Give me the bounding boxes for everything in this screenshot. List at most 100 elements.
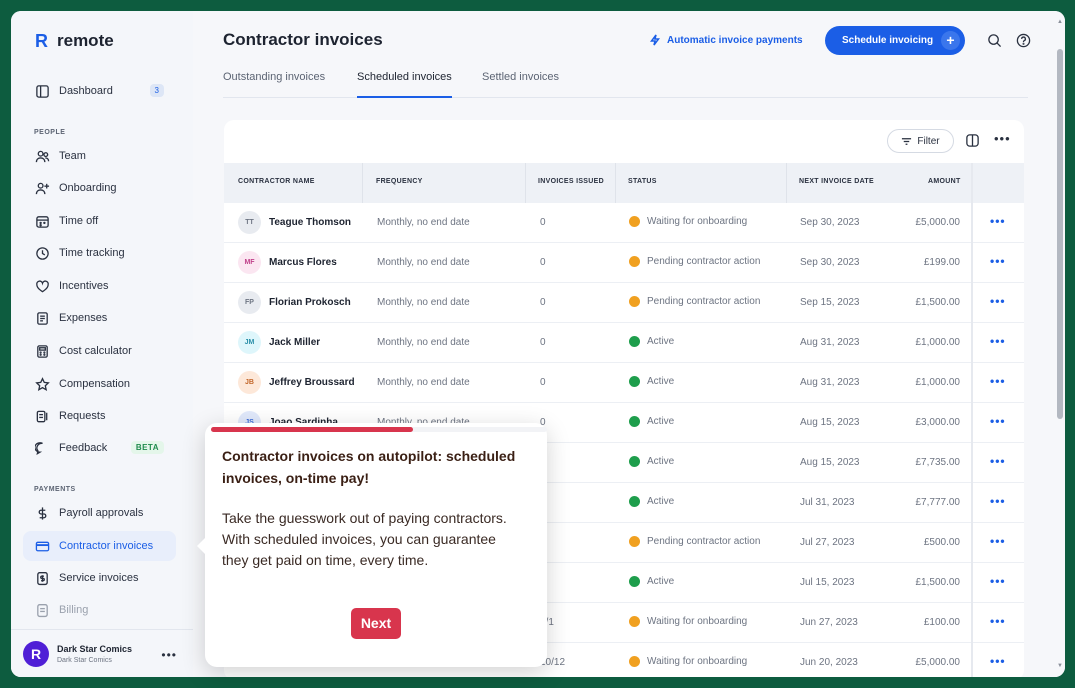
sidebar-item-time-off[interactable]: Time off [23,206,176,236]
column-header[interactable]: FREQUENCY [376,178,423,185]
row-actions-icon[interactable]: ••• [990,574,1006,588]
table-row[interactable]: MF Marcus Flores Monthly, no end date 0 Pend… [224,243,1024,283]
row-actions-icon[interactable]: ••• [990,414,1006,428]
contractor-name[interactable]: Marcus Flores [269,257,337,268]
row-actions-icon[interactable]: ••• [990,214,1006,228]
scroll-down-icon[interactable]: ▼ [1057,663,1063,669]
search-icon[interactable] [987,33,1002,48]
sidebar-item-compensation[interactable]: Compensation [23,369,176,399]
row-actions-icon[interactable]: ••• [990,254,1006,268]
contractor-name[interactable]: Jack Miller [269,337,321,348]
sidebar-item-payroll-approvals[interactable]: Payroll approvals [23,498,176,528]
next-invoice-date-cell: Aug 31, 2023 [800,377,860,388]
status-badge: Pending contractor action [629,296,760,307]
tab-scheduled-invoices[interactable]: Scheduled invoices [357,71,452,98]
avatar: JM [238,331,261,354]
column-header[interactable]: CONTRACTOR NAME [238,178,315,185]
contractor-name[interactable]: Jeffrey Broussard [269,377,355,388]
column-header[interactable]: AMOUNT [928,178,961,185]
status-dot-icon [629,296,640,307]
column-header[interactable]: STATUS [628,178,657,185]
sidebar-item-label: Time off [59,215,99,227]
amount-cell: £1,500.00 [915,577,961,588]
column-header[interactable]: NEXT INVOICE DATE [799,178,874,185]
next-invoice-date-cell: Jul 31, 2023 [800,497,855,508]
amount-cell: £7,777.00 [915,497,961,508]
popover-body: Take the guesswork out of paying contrac… [222,510,507,568]
scrollbar-thumb[interactable] [1057,49,1063,419]
row-actions-icon[interactable]: ••• [990,334,1006,348]
logo[interactable]: R remote [35,31,114,51]
next-button[interactable]: Next [351,608,401,639]
status-badge: Active [629,416,674,427]
row-actions-icon[interactable]: ••• [990,294,1006,308]
status-badge: Active [629,496,674,507]
sidebar: R remote Dashboard 3 PEOPLE Team Onboard… [11,11,193,677]
sidebar-item-dashboard[interactable]: Dashboard 3 [23,76,176,106]
table-row[interactable]: TT Teague Thomson Monthly, no end date 0 Wai… [224,203,1024,243]
star-icon [34,376,50,392]
invoices-issued-cell: 0 [540,377,546,388]
scrollbar[interactable]: ▲ ▼ [1057,19,1063,669]
sidebar-item-cost-calculator[interactable]: Cost calculator [23,336,176,366]
sidebar-item-time-tracking[interactable]: Time tracking [23,238,176,268]
row-actions-icon[interactable]: ••• [990,654,1006,668]
sidebar-item-contractor-invoices[interactable]: Contractor invoices [23,531,176,561]
sidebar-item-label: Cost calculator [59,345,132,357]
main-content: Contractor invoices Automatic invoice pa… [193,11,1065,677]
column-header[interactable]: INVOICES ISSUED [538,178,604,185]
status-label: Pending contractor action [647,536,761,547]
columns-icon[interactable] [965,133,980,148]
sidebar-item-feedback[interactable]: Feedback BETA [23,433,176,463]
sidebar-item-expenses[interactable]: Expenses [23,303,176,333]
help-icon[interactable] [1016,33,1031,48]
account-switcher[interactable]: R Dark Star Comics Dark Star Comics ••• [11,629,193,677]
amount-cell: £5,000.00 [915,657,961,668]
schedule-invoicing-button[interactable]: Schedule invoicing + [825,26,965,55]
sidebar-item-label: Expenses [59,312,108,324]
sidebar-item-requests[interactable]: Requests [23,401,176,431]
tab-settled-invoices[interactable]: Settled invoices [482,71,560,83]
avatar: FP [238,291,261,314]
table-row[interactable]: JB Jeffrey Broussard Monthly, no end date 0… [224,363,1024,403]
frequency-cell: Monthly, no end date [377,217,470,228]
request-icon [34,408,50,424]
table-row[interactable]: FP Florian Prokosch Monthly, no end date 0 P… [224,283,1024,323]
next-invoice-date-cell: Jun 20, 2023 [800,657,858,668]
more-options-icon[interactable]: ••• [994,131,1011,146]
contractor-name[interactable]: Teague Thomson [269,217,352,228]
row-actions-icon[interactable]: ••• [990,614,1006,628]
sidebar-item-label: Payroll approvals [59,507,144,519]
contractor-name[interactable]: Joao Sardinha [269,417,338,428]
sidebar-item-onboarding[interactable]: Onboarding [23,173,176,203]
page-title: Contractor invoices [223,30,383,49]
more-options-icon[interactable]: ••• [161,648,177,662]
sidebar-item-incentives[interactable]: Incentives [23,271,176,301]
sidebar-item-team[interactable]: Team [23,141,176,171]
frequency-cell: Monthly, no end date [377,297,470,308]
table-row[interactable]: JSJoao SardinhaMonthly, no end date0Acti… [224,403,1024,443]
receipt-icon [34,310,50,326]
popover-title: Contractor invoices on autopilot: schedu… [222,448,516,486]
row-actions-icon[interactable]: ••• [990,494,1006,508]
schedule-button-label: Schedule invoicing [842,35,934,46]
sidebar-item-billing[interactable]: Billing [23,595,176,625]
frequency-cell: Monthly, no end date [377,377,470,388]
automatic-invoice-payments-link[interactable]: Automatic invoice payments [649,34,803,46]
filter-icon [902,137,912,145]
sidebar-item-service-invoices[interactable]: Service invoices [23,563,176,593]
filter-button[interactable]: Filter [887,129,954,153]
lightning-icon [650,34,660,46]
row-actions-icon[interactable]: ••• [990,374,1006,388]
status-label: Pending contractor action [647,296,761,307]
row-actions-icon[interactable]: ••• [990,454,1006,468]
table-row[interactable]: JM Jack Miller Monthly, no end date 0 Active… [224,323,1024,363]
tab-outstanding-invoices[interactable]: Outstanding invoices [223,71,326,83]
next-invoice-date-cell: Sep 30, 2023 [800,257,860,268]
contractor-name[interactable]: Florian Prokosch [269,297,351,308]
amount-cell: £199.00 [923,257,960,268]
sidebar-item-label: Dashboard [59,85,113,97]
scroll-up-icon[interactable]: ▲ [1057,19,1063,25]
next-invoice-date-cell: Aug 15, 2023 [800,457,860,468]
row-actions-icon[interactable]: ••• [990,534,1006,548]
